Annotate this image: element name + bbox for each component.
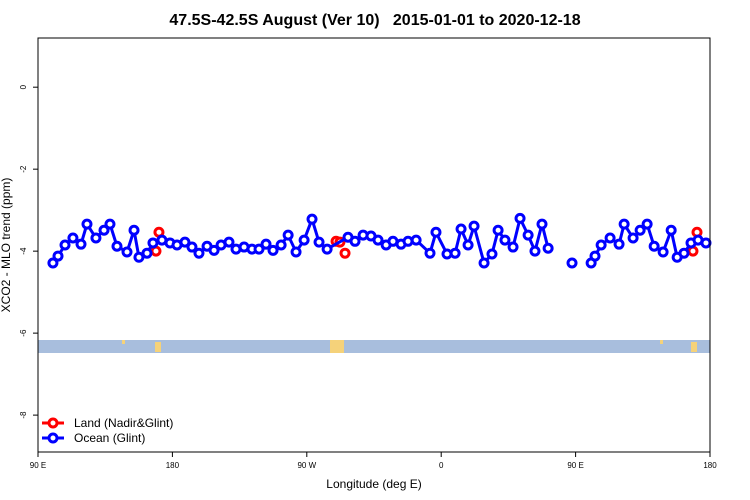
data-point — [290, 246, 302, 258]
legend-label: Ocean (Glint) — [74, 431, 145, 445]
x-tick-label: 90 E — [30, 461, 46, 470]
y-tick-label: -4 — [19, 247, 28, 255]
x-axis-title: Longitude (deg E) — [326, 477, 421, 491]
data-point — [665, 224, 677, 236]
data-point — [267, 244, 279, 256]
data-point — [321, 243, 333, 255]
data-point — [186, 241, 198, 253]
data-point — [462, 239, 474, 251]
data-point — [306, 213, 318, 225]
data-point — [104, 218, 116, 230]
data-point — [260, 238, 272, 250]
data-point — [128, 224, 140, 236]
data-point — [449, 247, 461, 259]
data-point — [424, 247, 436, 259]
legend-label: Land (Nadir&Glint) — [74, 416, 173, 430]
x-tick-label: 90 E — [567, 461, 583, 470]
data-point — [141, 247, 153, 259]
data-point — [410, 234, 422, 246]
y-axis-title: XCO2 - MLO trend (ppm) — [0, 178, 13, 313]
y-tick-label: -8 — [19, 411, 28, 419]
surface-band — [38, 340, 710, 353]
data-point — [59, 239, 71, 251]
y-tick-label: -6 — [19, 329, 28, 337]
data-point — [522, 229, 534, 241]
data-point — [566, 257, 578, 269]
data-point — [147, 237, 159, 249]
data-point — [455, 223, 467, 235]
data-point — [589, 250, 601, 262]
y-tick-label: -2 — [19, 165, 28, 173]
data-point — [275, 239, 287, 251]
x-tick-label: 90 W — [297, 461, 316, 470]
data-point — [81, 218, 93, 230]
x-tick-label: 180 — [166, 461, 180, 470]
data-point — [298, 234, 310, 246]
data-point — [179, 236, 191, 248]
data-point — [52, 250, 64, 262]
data-point — [468, 220, 480, 232]
data-point — [657, 246, 669, 258]
data-point — [339, 247, 351, 259]
legend-marker — [47, 432, 59, 444]
plot-frame — [37, 37, 711, 453]
plot-area — [47, 212, 712, 269]
data-point — [75, 238, 87, 250]
data-point — [67, 232, 79, 244]
data-point — [430, 226, 442, 238]
data-point — [648, 240, 660, 252]
data-point — [372, 234, 384, 246]
data-point — [313, 236, 325, 248]
data-point — [529, 245, 541, 257]
data-point — [282, 229, 294, 241]
data-point — [223, 236, 235, 248]
data-point — [47, 257, 59, 269]
data-point — [90, 232, 102, 244]
data-point — [193, 247, 205, 259]
data-point — [98, 224, 110, 236]
data-point — [133, 251, 145, 263]
data-point — [604, 232, 616, 244]
data-point — [514, 212, 526, 224]
data-point — [618, 218, 630, 230]
data-point — [349, 235, 361, 247]
data-point — [507, 241, 519, 253]
data-point — [121, 246, 133, 258]
data-point — [542, 242, 554, 254]
data-point — [595, 239, 607, 251]
data-point — [478, 257, 490, 269]
data-point — [613, 238, 625, 250]
data-point — [253, 243, 265, 255]
x-tick-label: 0 — [439, 461, 444, 470]
y-tick-label: 0 — [19, 84, 28, 89]
data-point — [486, 248, 498, 260]
chart-title: 47.5S-42.5S August (Ver 10) 2015-01-01 t… — [169, 12, 580, 29]
data-point — [111, 240, 123, 252]
x-tick-label: 180 — [703, 461, 717, 470]
data-point — [641, 218, 653, 230]
data-point — [208, 244, 220, 256]
data-point — [627, 232, 639, 244]
data-point — [492, 224, 504, 236]
data-point — [634, 224, 646, 236]
data-point — [536, 218, 548, 230]
data-point — [700, 237, 712, 249]
data-point — [678, 247, 690, 259]
data-point — [499, 234, 511, 246]
band-markers — [122, 340, 697, 353]
legend-marker — [47, 417, 59, 429]
